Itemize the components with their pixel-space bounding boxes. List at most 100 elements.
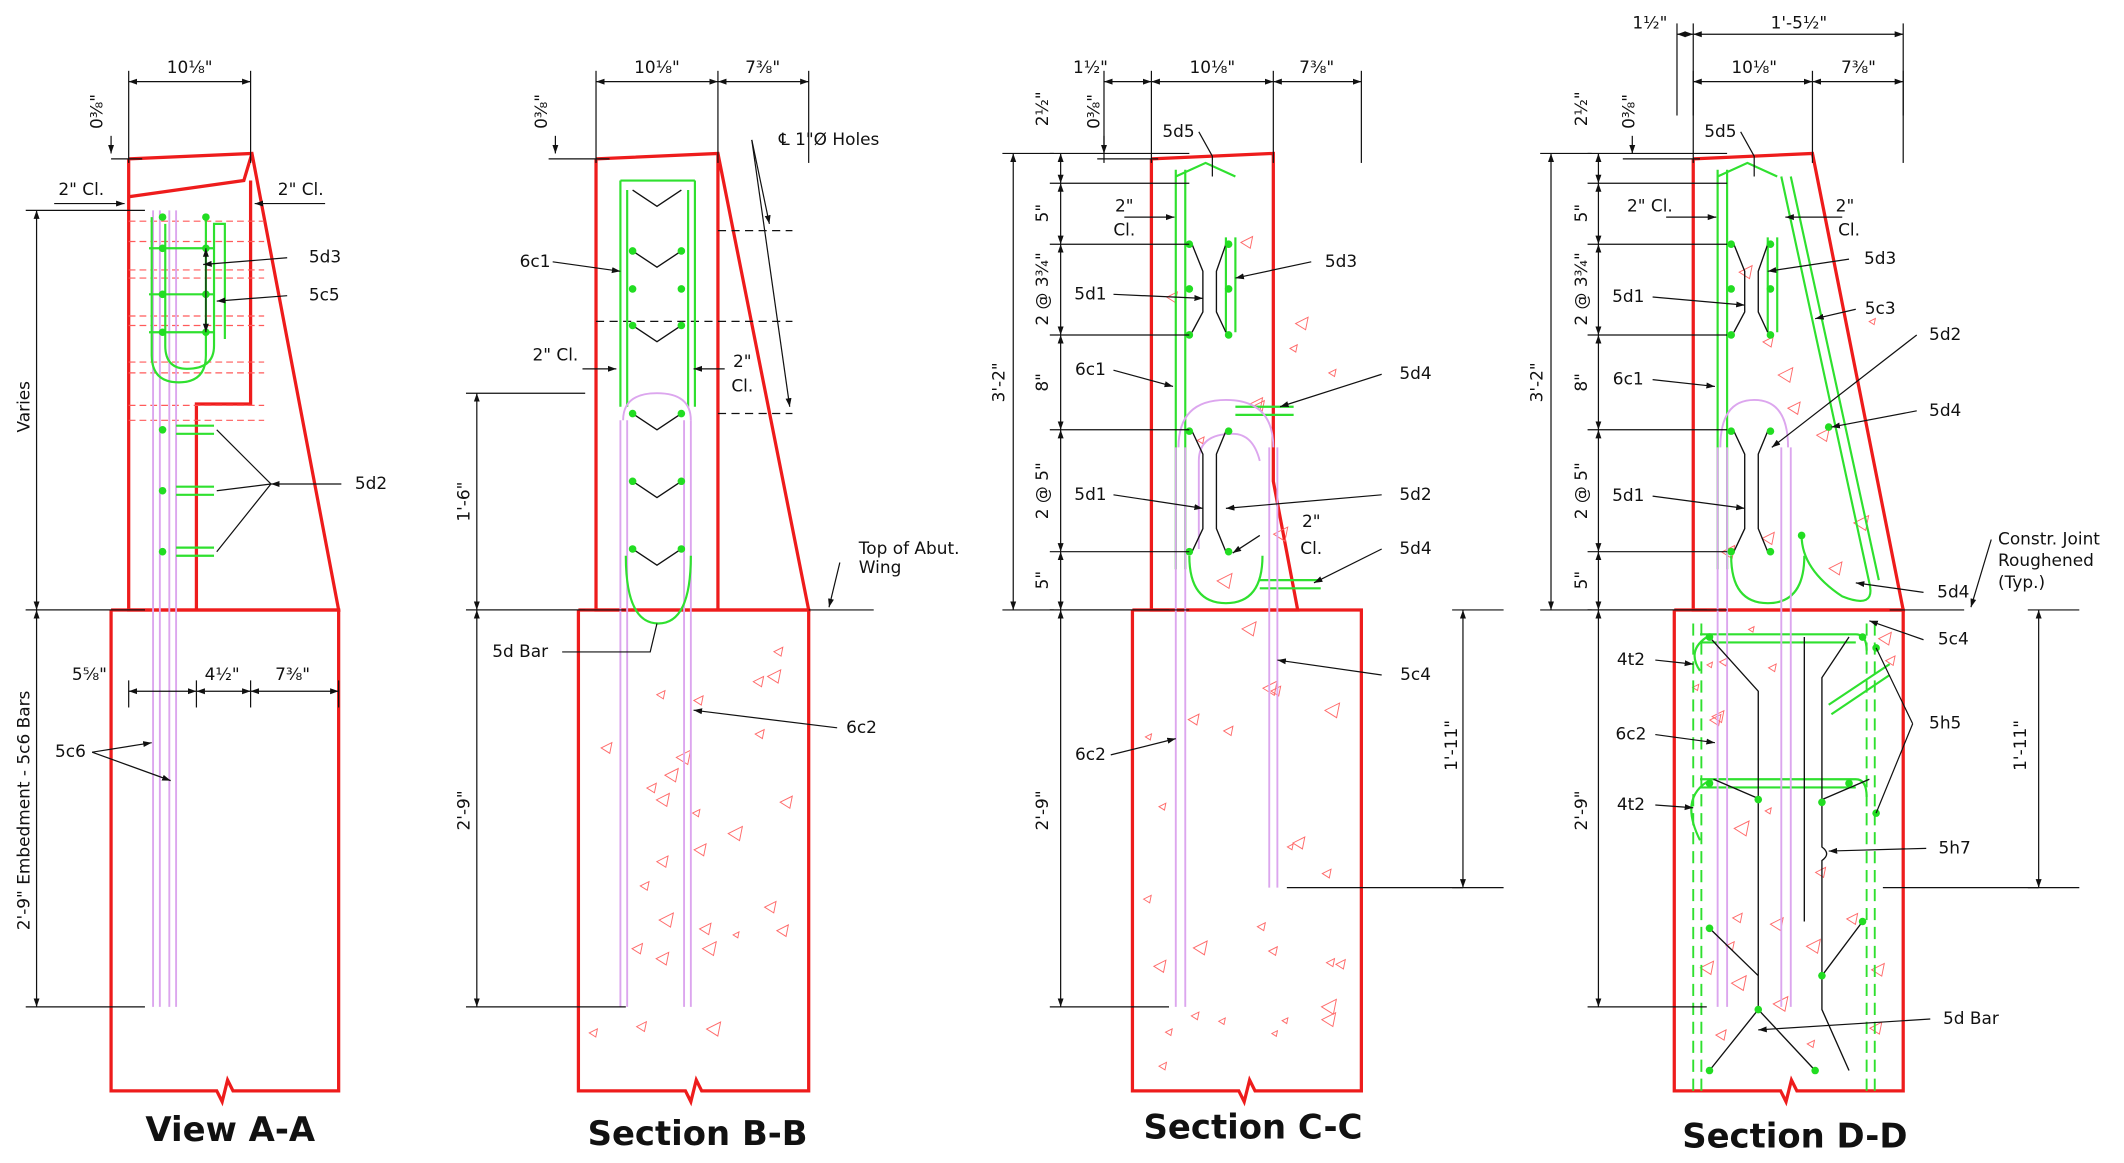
rebar-5d xyxy=(624,555,692,625)
annotation: 5c6 xyxy=(55,741,86,761)
concrete-hatch xyxy=(1270,1029,1279,1038)
annotation: 5d5 xyxy=(1162,121,1194,141)
annotation: 5" xyxy=(1032,571,1052,590)
leader xyxy=(1225,494,1382,511)
concrete-hatch xyxy=(1152,959,1167,974)
annotation: 3'-2" xyxy=(989,362,1009,402)
rebar-dot xyxy=(1727,240,1735,248)
rebar-dot xyxy=(677,409,686,418)
annotation: 2'-9" Embedment - 5c6 Bars xyxy=(13,691,33,931)
concrete-hatch xyxy=(631,942,644,955)
rebar-dot xyxy=(1224,547,1233,556)
concrete-hatch xyxy=(1281,1016,1289,1025)
concrete-hatch xyxy=(1868,317,1877,326)
concrete-hatch xyxy=(766,669,782,684)
concrete-hatch xyxy=(1196,436,1205,445)
rebar-dot xyxy=(1766,285,1775,293)
leader xyxy=(1855,581,1924,593)
annotation: Top of Abut. xyxy=(858,538,960,558)
concrete-hatch xyxy=(639,880,650,892)
concrete-hatch xyxy=(635,1020,648,1033)
concrete-hatch xyxy=(588,1027,599,1038)
leader xyxy=(1831,410,1917,429)
concrete-hatch xyxy=(1805,938,1822,955)
annotation: 10⅛" xyxy=(1190,57,1236,77)
rebar-dot xyxy=(1797,531,1806,540)
concrete-hatch xyxy=(1320,1011,1337,1028)
concrete-hatch xyxy=(1870,962,1885,977)
annotation: 6c1 xyxy=(1613,369,1644,389)
annotation: 10⅛" xyxy=(1731,57,1777,77)
rebar-5h7 xyxy=(1708,636,1870,1071)
leader xyxy=(1767,258,1850,273)
rebar-dot xyxy=(1858,917,1867,926)
rebar-dot xyxy=(677,477,686,486)
concrete-hatch xyxy=(1747,625,1755,633)
rebar-dot xyxy=(1224,285,1233,293)
annotation: 2½" xyxy=(1571,91,1591,126)
view-title: Section C-C xyxy=(1144,1107,1363,1146)
annotation: 1'-11" xyxy=(1441,720,1461,771)
pocket-outline xyxy=(194,180,253,610)
leader xyxy=(1235,261,1312,280)
annotation: 5d1 xyxy=(1074,283,1106,303)
concrete-hatch xyxy=(1222,725,1234,737)
concrete-hatch xyxy=(727,825,744,842)
concrete-hatch xyxy=(1325,957,1336,968)
rebar-dot xyxy=(158,547,167,556)
rebar-dot xyxy=(628,285,637,293)
concrete-hatch xyxy=(1733,820,1750,837)
rebar-5h5 xyxy=(1828,663,1891,716)
annotation: 5d2 xyxy=(1399,484,1431,504)
rebar-5c4 xyxy=(1177,399,1275,549)
rebar-5d xyxy=(1730,555,1806,605)
concrete-hatch xyxy=(1731,912,1743,924)
annotation: 6c2 xyxy=(1616,724,1647,744)
rebar-5d xyxy=(632,250,682,269)
rebar-dot xyxy=(628,321,637,330)
annotation: 8" xyxy=(1032,373,1052,392)
line-work xyxy=(1198,131,1213,177)
annotation: 2 @ 3¾" xyxy=(1571,252,1591,325)
rebar-dot xyxy=(1811,1066,1819,1075)
rebar-dot xyxy=(1766,547,1775,556)
annotation: 2 @ 5" xyxy=(1032,462,1052,519)
annotation: (Typ.) xyxy=(1998,572,2045,592)
annotation: Cl. xyxy=(731,375,753,395)
rebar-dot xyxy=(1766,427,1775,435)
rebar-5d xyxy=(632,548,682,567)
annotation: 5h5 xyxy=(1929,713,1961,733)
rebar-dot xyxy=(158,244,167,253)
annotation: 2'-9" xyxy=(1032,790,1052,830)
concrete-hatch xyxy=(1334,958,1346,970)
leader xyxy=(1279,373,1382,408)
leader xyxy=(828,562,841,608)
rebar-5d2 xyxy=(176,485,215,496)
rebar-dot xyxy=(202,213,210,221)
annotation: 10⅛" xyxy=(167,57,213,77)
annotation: 5d1 xyxy=(1612,485,1644,505)
concrete-hatch xyxy=(1192,940,1208,956)
rebar-5d xyxy=(632,412,682,431)
concrete-hatch xyxy=(1164,1027,1173,1037)
annotation: Varies xyxy=(13,381,33,433)
annotation: 0⅜" xyxy=(1619,94,1639,129)
rebar-5d1 xyxy=(1733,430,1769,552)
concrete-hatch xyxy=(1216,572,1233,590)
rebar-5d5 xyxy=(1175,161,1237,333)
concrete-hatch xyxy=(775,924,790,938)
annotation: 2" xyxy=(733,351,752,371)
concrete-hatch xyxy=(1845,912,1859,926)
rebar-5c3 xyxy=(1780,176,1880,602)
footing-outline xyxy=(576,608,811,1107)
concrete-hatch xyxy=(1738,264,1753,280)
annotation: 6c2 xyxy=(1075,744,1106,764)
concrete-hatch xyxy=(691,808,701,818)
concrete-hatch xyxy=(698,922,712,936)
concrete-hatch xyxy=(1877,631,1892,646)
annotation: 5⅝" xyxy=(72,664,107,684)
rebar-5d2 xyxy=(176,424,215,435)
concrete-hatch xyxy=(1267,945,1278,957)
annotation: 0⅜" xyxy=(1084,94,1104,129)
concrete-hatch xyxy=(655,689,666,700)
